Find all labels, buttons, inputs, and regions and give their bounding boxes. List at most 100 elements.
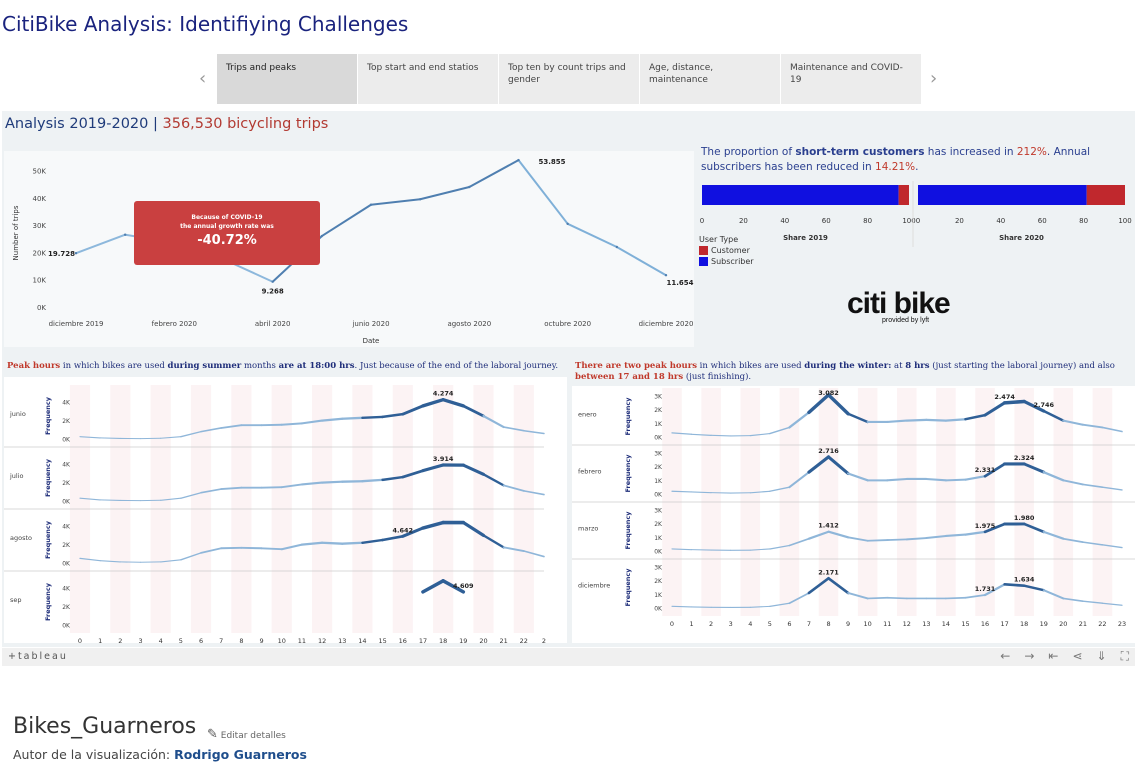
- hourly-line-segment: [1005, 401, 1025, 402]
- note-text: during summer: [168, 361, 242, 371]
- monthly-trips-chart[interactable]: Number of trips0K10K20K30K40K50Kdiciembr…: [4, 151, 694, 347]
- hourly-line-segment: [887, 421, 907, 422]
- hourly-line-segment: [946, 535, 966, 536]
- trend-line-segment: [519, 160, 568, 224]
- share-icon[interactable]: ⋖: [1072, 649, 1082, 663]
- author-label: Autor de la visualización:: [13, 747, 174, 762]
- data-point: [468, 186, 470, 188]
- hour-tick-label: 9: [846, 620, 850, 628]
- x-tick-label: diciembre 2020: [639, 320, 694, 328]
- y-tick-label: 1K: [654, 592, 663, 599]
- y-tick-label: 4K: [62, 586, 71, 593]
- hourly-line-segment: [868, 540, 888, 541]
- hourly-line-segment: [672, 549, 692, 550]
- y-tick-label: 0K: [62, 437, 71, 444]
- row-label: marzo: [578, 525, 598, 533]
- data-point: [75, 252, 77, 254]
- story-tab-bar: ‹ Trips and peaks Top start and end stat…: [197, 54, 947, 104]
- legend-label: Subscriber: [711, 257, 754, 266]
- point-label: 53.855: [539, 158, 566, 166]
- undo-icon[interactable]: ←: [1000, 649, 1010, 663]
- frequency-axis-label: Frequency: [624, 454, 632, 493]
- hourly-line-segment: [692, 492, 712, 493]
- hour-tick-label: 18: [1020, 620, 1028, 628]
- category-label: Share 2019: [783, 234, 828, 242]
- peak-label: 4.274: [433, 390, 454, 398]
- x-tick-label: 20: [955, 217, 964, 225]
- y-tick-label: 0K: [37, 304, 46, 312]
- hour-tick-label: 16: [981, 620, 989, 628]
- hourly-line-segment: [342, 543, 362, 544]
- legend-label: Customer: [711, 246, 750, 255]
- fullscreen-icon[interactable]: ⛶: [1121, 649, 1129, 663]
- hour-tick-label: 13: [922, 620, 930, 628]
- y-tick-label: 0K: [654, 606, 663, 613]
- peak-label: 2.324: [1014, 454, 1035, 462]
- customer-bar: [899, 185, 909, 205]
- data-point: [370, 204, 372, 206]
- customer-bar: [1087, 185, 1125, 205]
- edit-details-link[interactable]: ✎ Editar detalles: [207, 727, 286, 742]
- winter-peak-note: There are two peak hours in which bikes …: [575, 361, 1131, 383]
- tableau-logo-icon[interactable]: +tableau: [8, 651, 68, 662]
- y-tick-label: 0K: [62, 561, 71, 568]
- dashboard-title: Analysis 2019-2020 | 356,530 bicycling t…: [5, 116, 328, 132]
- data-point: [566, 223, 568, 225]
- tab-top-ten-gender[interactable]: Top ten by count trips and gender: [499, 54, 639, 104]
- note-pct: 212%: [1017, 146, 1047, 158]
- author-link[interactable]: Rodrigo Guarneros: [174, 747, 307, 762]
- data-point: [616, 246, 618, 248]
- hour-tick-label: 1: [689, 620, 693, 628]
- y-tick-label: 2K: [62, 542, 71, 549]
- x-tick-label: 20: [739, 217, 748, 225]
- note-text: .: [915, 161, 918, 173]
- subscriber-bar: [702, 185, 899, 205]
- peak-label: 2.716: [818, 447, 839, 455]
- legend-item-customer[interactable]: Customer: [699, 246, 754, 255]
- tab-trips-and-peaks[interactable]: Trips and peaks: [217, 54, 357, 104]
- legend-item-subscriber[interactable]: Subscriber: [699, 257, 754, 266]
- peak-label: 1.412: [818, 522, 839, 530]
- y-tick-label: 40K: [33, 195, 47, 203]
- trend-line-segment: [322, 205, 371, 236]
- x-tick-label: 80: [1079, 217, 1088, 225]
- hourly-line-segment: [672, 491, 692, 492]
- peak-label: 1.980: [1014, 514, 1035, 522]
- citibike-logo: citi bike provided by lyft: [847, 287, 950, 324]
- y-tick-label: 50K: [33, 168, 47, 176]
- peak-label: 2.331: [975, 466, 996, 474]
- trend-line-segment: [371, 199, 420, 204]
- hourly-line-segment: [672, 606, 692, 607]
- y-tick-label: 3K: [654, 394, 663, 401]
- hourly-line-segment: [282, 423, 302, 424]
- peak-label: 2.474: [994, 393, 1015, 401]
- hourly-line-segment: [342, 418, 362, 419]
- row-label: sep: [10, 596, 22, 604]
- frequency-axis-label: Frequency: [44, 520, 52, 559]
- note-text: months: [241, 361, 278, 371]
- revert-icon[interactable]: ⇤: [1048, 649, 1058, 663]
- chevron-left-icon[interactable]: ‹: [199, 68, 206, 89]
- chevron-right-icon[interactable]: ›: [930, 68, 937, 89]
- hour-tick-label: 8: [239, 637, 243, 643]
- hour-tick-label: 4: [748, 620, 752, 628]
- hourly-line-segment: [711, 435, 731, 436]
- redo-icon[interactable]: →: [1024, 649, 1034, 663]
- dashboard-title-highlight: 356,530 bicycling trips: [163, 116, 329, 132]
- tab-maintenance-covid[interactable]: Maintenance and COVID-19: [781, 54, 921, 104]
- trend-line-segment: [469, 160, 518, 187]
- y-tick-label: 3K: [654, 565, 663, 572]
- hour-tick-label: 11: [298, 637, 306, 643]
- y-tick-label: 2K: [654, 578, 663, 585]
- download-icon[interactable]: ⇓: [1097, 649, 1107, 663]
- kpi-line-2: the annual growth rate was: [180, 223, 274, 230]
- user-type-legend: User Type Customer Subscriber: [699, 235, 754, 266]
- note-text: between 17 and 18 hrs: [575, 372, 683, 382]
- tab-top-start-end-stations[interactable]: Top start and end statios: [358, 54, 498, 104]
- hour-tick-label: 1: [98, 637, 102, 643]
- tab-age-distance-maintenance[interactable]: Age, distance, maintenance: [640, 54, 780, 104]
- y-axis-label: Number of trips: [12, 205, 20, 260]
